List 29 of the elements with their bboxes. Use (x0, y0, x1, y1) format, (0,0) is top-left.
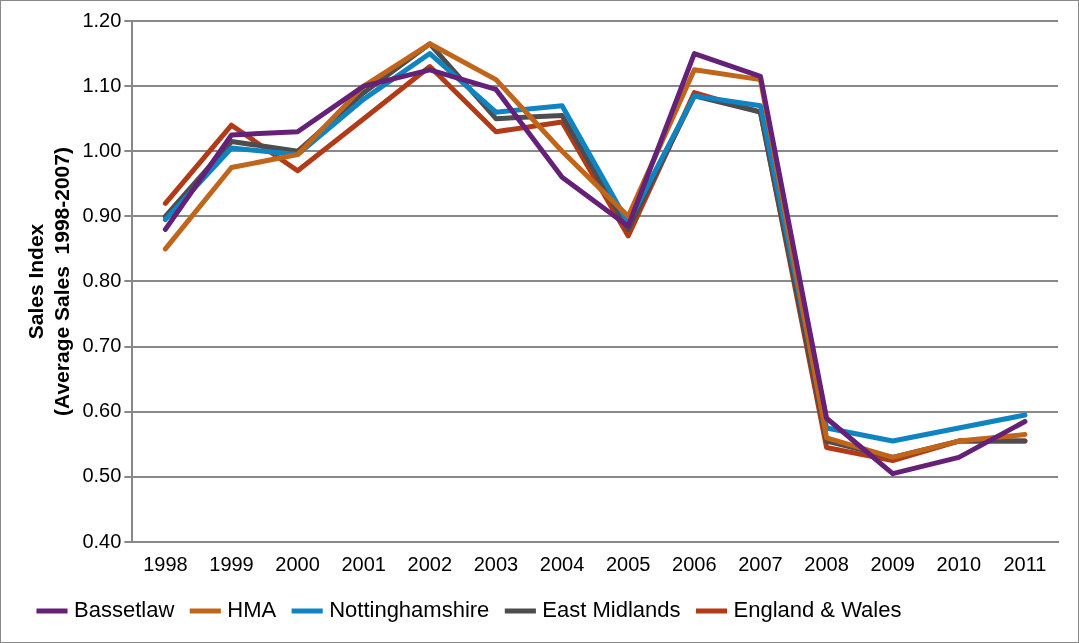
x-tick-label: 2000 (275, 552, 320, 575)
legend-label: Nottinghamshire (329, 597, 490, 623)
legend-label: Bassetlaw (74, 597, 175, 623)
x-tick-label: 2004 (539, 552, 585, 575)
x-tick-label: 2010 (936, 552, 982, 575)
x-tick-label: 2008 (804, 552, 849, 575)
y-tick-label: 0.40 (82, 529, 122, 552)
x-tick-label: 1998 (143, 552, 188, 575)
y-tick-label: 1.00 (82, 138, 122, 161)
x-tick-label: 2007 (738, 552, 783, 575)
y-tick-label: 1.10 (82, 73, 122, 96)
y-axis-title: Sales Index (Average Sales 1998-2007) (24, 147, 73, 416)
legend-label: England & Wales (733, 597, 902, 623)
y-tick-label: 0.60 (82, 399, 122, 422)
y-tick-label: 0.50 (82, 464, 122, 487)
y-tick-label: 0.90 (82, 203, 122, 226)
x-tick-label: 2003 (473, 552, 519, 575)
y-tick-label: 0.80 (82, 269, 122, 292)
y-tick-label: 1.20 (82, 8, 122, 31)
legend-label: HMA (227, 597, 277, 623)
x-tick-label: 2006 (672, 552, 717, 575)
x-tick-label: 2002 (407, 552, 453, 575)
x-tick-label: 2011 (1003, 552, 1047, 575)
x-tick-label: 2009 (870, 552, 915, 575)
x-tick-label: 1999 (209, 552, 254, 575)
x-tick-label: 2001 (341, 552, 386, 575)
y-tick-label: 0.70 (82, 334, 122, 357)
legend-label: East Midlands (542, 597, 681, 623)
x-tick-label: 2005 (605, 552, 651, 575)
